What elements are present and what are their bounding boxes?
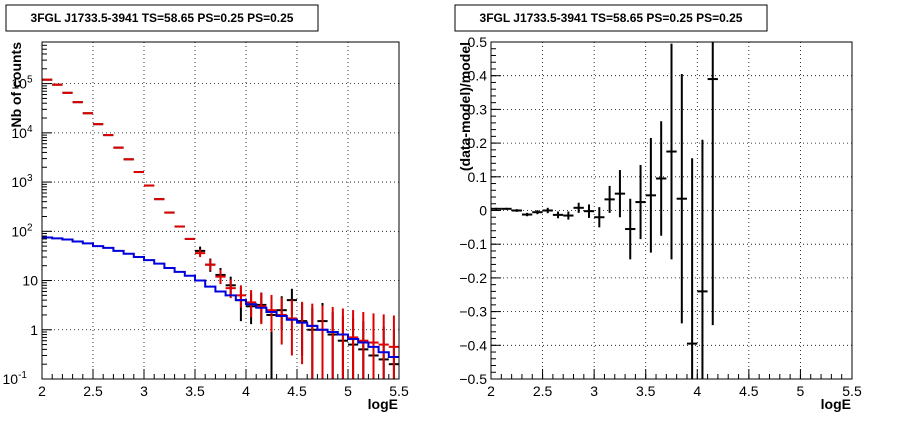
counts-y-tick-exponent: -1 [18,370,27,381]
counts-series1-point [307,303,318,379]
counts-title: 3FGL J1733.5-3941 TS=58.65 PS=0.25 PS=0.… [31,11,294,25]
counts-x-tick-label: 4.5 [287,383,307,399]
residual-series0-point [604,185,615,213]
counts-series1-point [388,315,399,379]
residual-series0-point [594,207,605,228]
residual-series0-point [511,209,522,212]
residual-y-tick-label: 0 [479,203,487,219]
counts-series1-point [205,259,216,271]
residual-series0-point [676,74,687,324]
residual-series0-point [656,121,667,236]
residual-series0-point [552,211,564,219]
residual-series0-point [645,138,657,253]
residual-y-tick-label: −0.2 [459,270,487,286]
residual-series0-point [635,165,646,240]
residual-series0-point [614,170,626,218]
counts-grid [42,42,399,379]
residual-panel: 3FGL J1733.5-3941 TS=58.65 PS=0.25 PS=0.… [454,4,862,412]
counts-series1-point [235,285,246,308]
residual-series0-point [583,204,595,218]
residual-x-tick-label: 3 [590,383,598,399]
residual-y-axis-label: (data-model)/model [457,42,473,171]
counts-y-tick-label: 10 [22,273,38,289]
counts-series1-point [317,305,328,379]
counts-y-tick-label: 1 [30,322,38,338]
counts-x-tick-label: 5.5 [389,383,409,399]
counts-series1-point [215,269,226,285]
residual-y-tick-label: 0.4 [468,68,488,84]
counts-plot-frame [41,41,400,380]
counts-x-tick-label: 3 [140,383,148,399]
counts-y-tick-exponent: 4 [27,124,33,135]
residual-x-axis-label: logE [821,396,851,412]
residual-x-tick-label: 5.5 [842,383,862,399]
residual-series0-point [573,202,584,213]
counts-x-axis-label: logE [368,396,398,412]
residual-series0-point [686,158,698,379]
counts-series1-point [337,308,348,379]
residual-axis-ticks: 2 2.5 3 3.5 4 4.5 5 5.5 −0.5 −0.4 −0.3 −0.2 −0.1 0 0.1… [459,34,862,399]
residual-title: 3FGL J1733.5-3941 TS=58.65 PS=0.25 PS=0.… [480,11,743,25]
residual-series0-point [625,198,636,260]
residual-series0-point [666,43,677,260]
counts-series1-point [348,310,359,379]
counts-series1-point [358,311,369,379]
residual-y-tick-label: −0.4 [459,337,487,353]
residual-y-tick-label: 0.1 [468,169,488,185]
counts-series1-point [297,301,308,365]
counts-x-tick-label: 3.5 [185,383,205,399]
counts-series1-point [266,294,277,333]
residual-y-tick-label: 0.5 [468,34,488,50]
residual-series0-point [501,207,512,210]
counts-x-tick-label: 5 [344,383,352,399]
counts-series1-point [378,314,389,379]
counts-y-tick-exponent: 3 [27,173,33,184]
residual-y-tick-label: 0.3 [468,101,488,117]
counts-series1-point [286,299,297,356]
residual-title-box [454,4,768,32]
residual-marks [491,42,718,379]
residual-x-tick-label: 5 [797,383,805,399]
residual-series0-point [521,212,533,217]
counts-x-tick-label: 2.5 [83,383,103,399]
residual-series0-point [532,210,543,215]
counts-x-tick-label: 4 [242,383,250,399]
residual-y-tick-label: −0.5 [459,371,487,387]
residual-grid [491,42,852,379]
residual-series0-point [542,207,553,214]
counts-y-axis-label: Nb of counts [8,42,24,128]
counts-series1-point [327,307,338,379]
residual-y-tick-label: 0.2 [468,135,488,151]
counts-model-step-line [42,236,399,358]
residual-series0-point [697,139,708,379]
residual-x-tick-label: 3.5 [636,383,656,399]
counts-series1-point [276,297,287,345]
counts-y-tick-label: 103 [11,173,33,190]
counts-y-tick-exponent: 2 [27,222,33,233]
counts-marks [42,78,399,379]
counts-title-box [5,4,319,32]
residual-x-tick-label: 4 [693,383,701,399]
residual-series0-point [491,207,502,210]
counts-y-tick-label: 10-1 [3,370,28,387]
residual-series0-point [563,211,574,220]
counts-x-tick-label: 2 [38,383,46,399]
counts-y-tick-exponent: 5 [27,75,33,86]
residual-series0-point [707,42,718,326]
counts-series1-point [195,249,206,258]
residual-y-tick-label: −0.1 [459,236,487,252]
residual-x-tick-label: 4.5 [739,383,759,399]
counts-panel: 3FGL J1733.5-3941 TS=58.65 PS=0.25 PS=0.… [3,4,409,412]
residual-y-tick-label: −0.3 [459,304,487,320]
counts-y-tick-label: 102 [11,222,33,239]
residual-x-tick-label: 2.5 [533,383,553,399]
residual-x-tick-label: 2 [487,383,495,399]
